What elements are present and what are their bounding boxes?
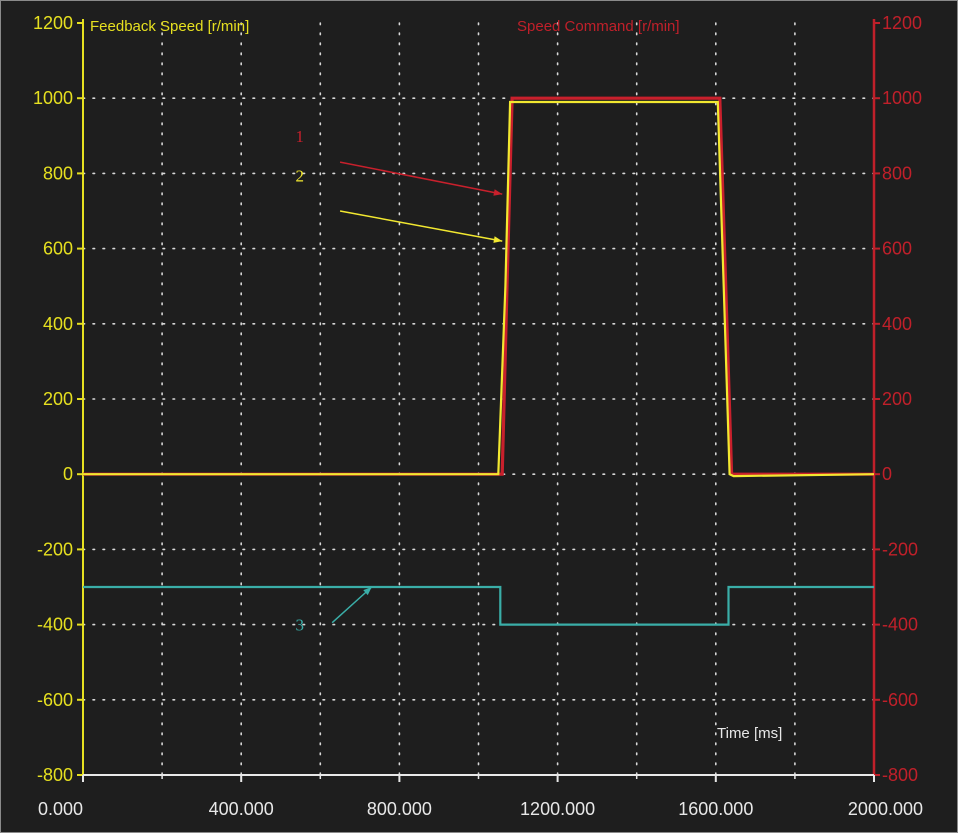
- annotation-label-1: 1: [295, 127, 304, 146]
- x-tick-label: 0.000: [38, 799, 83, 819]
- y-left-tick-label: 400: [43, 314, 73, 334]
- annotation-arrow-1: [339, 161, 503, 195]
- x-tick-label: 1200.000: [520, 799, 595, 819]
- y-axis-right-title: Speed Command [r/min]: [517, 18, 680, 35]
- y-left-tick-label: 1000: [33, 88, 73, 108]
- annotation-arrow-3: [331, 586, 373, 624]
- axis-layer: -800 -800 -600 -600 -400 -400 -200 -200 0 0 200 200…: [33, 13, 923, 819]
- y-right-tick-label: 600: [882, 239, 912, 259]
- y-left-tick-label: -600: [37, 690, 73, 710]
- y-right-tick-label: -600: [882, 690, 918, 710]
- y-left-tick-label: 0: [63, 464, 73, 484]
- y-axis-left-title: Feedback Speed [r/min]: [90, 18, 249, 35]
- annotation-arrowhead-2: [493, 236, 503, 243]
- grid-layer: [82, 22, 875, 776]
- series-line-1: [83, 96, 874, 476]
- annotation-arrowhead-1: [493, 189, 503, 196]
- y-right-tick-label: 1200: [882, 13, 922, 33]
- y-right-tick-label: -400: [882, 615, 918, 635]
- y-right-tick-label: 400: [882, 314, 912, 334]
- y-left-tick-label: 600: [43, 239, 73, 259]
- annotation-layer: 1 2 3: [295, 127, 503, 635]
- annotation-label-3: 3: [295, 616, 304, 635]
- x-tick-label: 2000.000: [848, 799, 923, 819]
- series-line-3: [83, 585, 874, 626]
- x-axis-title: Time [ms]: [717, 725, 782, 742]
- y-left-tick-label: -800: [37, 765, 73, 785]
- y-left-tick-label: -200: [37, 539, 73, 559]
- y-right-tick-label: -800: [882, 765, 918, 785]
- annotation-arrowhead-3: [363, 587, 372, 596]
- x-tick-label: 400.000: [209, 799, 274, 819]
- series-line-2: [83, 100, 875, 478]
- series-layer: [83, 96, 875, 626]
- y-right-tick-label: 200: [882, 389, 912, 409]
- annotation-arrow-2: [339, 210, 503, 242]
- y-left-tick-label: 800: [43, 163, 73, 183]
- y-left-tick-label: -400: [37, 615, 73, 635]
- x-tick-label: 800.000: [367, 799, 432, 819]
- y-left-tick-label: 1200: [33, 13, 73, 33]
- y-left-tick-label: 200: [43, 389, 73, 409]
- x-tick-label: 1600.000: [678, 799, 753, 819]
- y-right-tick-label: -200: [882, 539, 918, 559]
- y-right-tick-label: 1000: [882, 88, 922, 108]
- y-right-tick-label: 0: [882, 464, 892, 484]
- y-right-tick-label: 800: [882, 163, 912, 183]
- annotation-label-2: 2: [295, 166, 304, 185]
